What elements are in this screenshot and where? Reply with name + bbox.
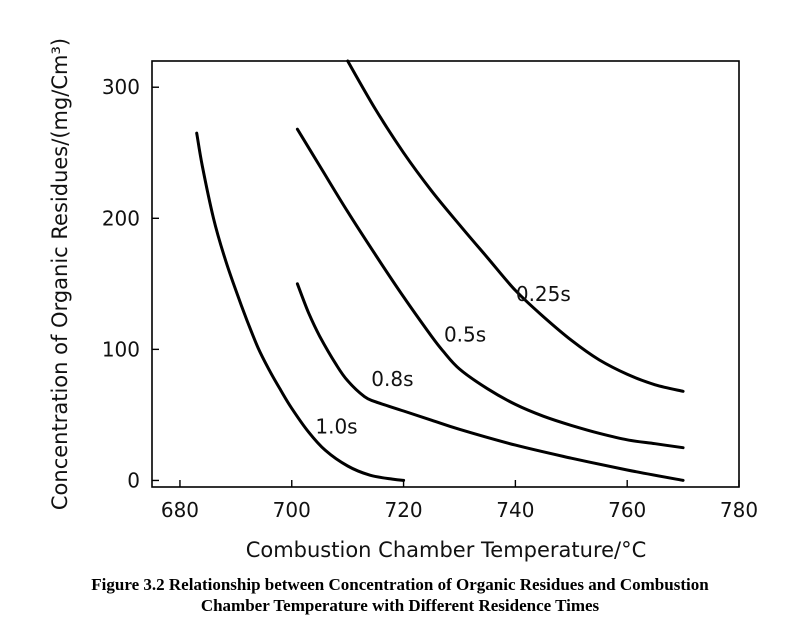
x-tick-label: 720: [384, 498, 422, 522]
figure-caption: Figure 3.2 Relationship between Concentr…: [0, 574, 800, 616]
plot-frame: [151, 60, 740, 488]
caption-line-2: Chamber Temperature with Different Resid…: [200, 596, 600, 615]
series-lines: [195, 59, 685, 482]
series-line-1-0s: [195, 131, 406, 482]
x-axis-ticks: 680 700 720 740 760 780: [161, 480, 758, 522]
y-tick-label: 200: [102, 206, 140, 230]
y-axis-ticks: 0 100 200 300: [102, 75, 159, 492]
series-line-0-25s: [346, 59, 685, 393]
y-tick-label: 0: [127, 468, 140, 492]
y-tick-label: 300: [102, 75, 140, 99]
series-label: 0.25s: [516, 282, 571, 306]
x-tick-label: 780: [720, 498, 758, 522]
series-labels: 0.25s 0.5s 0.8s 1.0s: [315, 282, 570, 438]
x-tick-label: 700: [273, 498, 311, 522]
y-axis-title: Concentration of Organic Residues/(mg/Cm…: [48, 38, 72, 510]
x-axis-title: Combustion Chamber Temperature/°C: [246, 538, 647, 562]
series-label: 0.5s: [444, 323, 486, 347]
series-label: 1.0s: [315, 414, 357, 438]
series-label: 0.8s: [371, 367, 413, 391]
x-tick-label: 680: [161, 498, 199, 522]
series-line-0-8s: [295, 282, 685, 482]
x-tick-label: 740: [496, 498, 534, 522]
x-tick-label: 760: [608, 498, 646, 522]
caption-line-1: Figure 3.2 Relationship between Concentr…: [91, 575, 709, 594]
series-line-0-5s: [295, 127, 685, 450]
y-tick-label: 100: [102, 337, 140, 361]
